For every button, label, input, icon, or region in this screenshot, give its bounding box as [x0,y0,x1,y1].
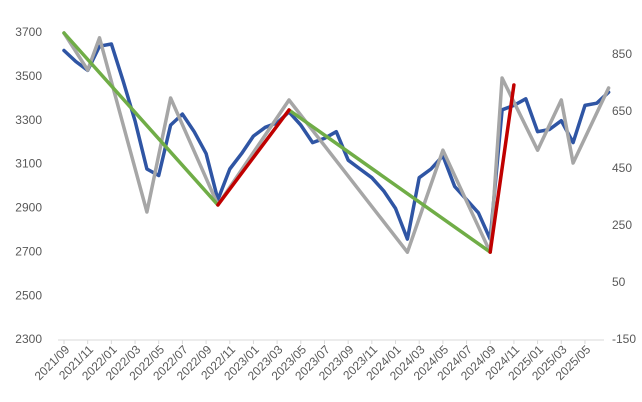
y2-tick-label: 450 [612,161,632,175]
y2-tick-label: 250 [612,218,632,232]
y-tick-label: 2300 [15,332,42,346]
series-line [62,31,220,207]
y-tick-label: 3300 [15,113,42,127]
y2-tick-label: 850 [612,47,632,61]
series-line [488,83,516,254]
series-line [62,31,611,254]
y-tick-label: 2700 [15,244,42,258]
y-tick-label: 2900 [15,201,42,215]
y-tick-label: 3500 [15,69,42,83]
y2-tick-label: 650 [612,104,632,118]
series-line [216,108,291,207]
y-tick-label: 3700 [15,25,42,39]
y-tick-label: 2500 [15,288,42,302]
series-line [287,108,492,254]
y-tick-label: 3100 [15,157,42,171]
y2-tick-label: -150 [612,332,636,346]
y2-tick-label: 50 [612,275,626,289]
